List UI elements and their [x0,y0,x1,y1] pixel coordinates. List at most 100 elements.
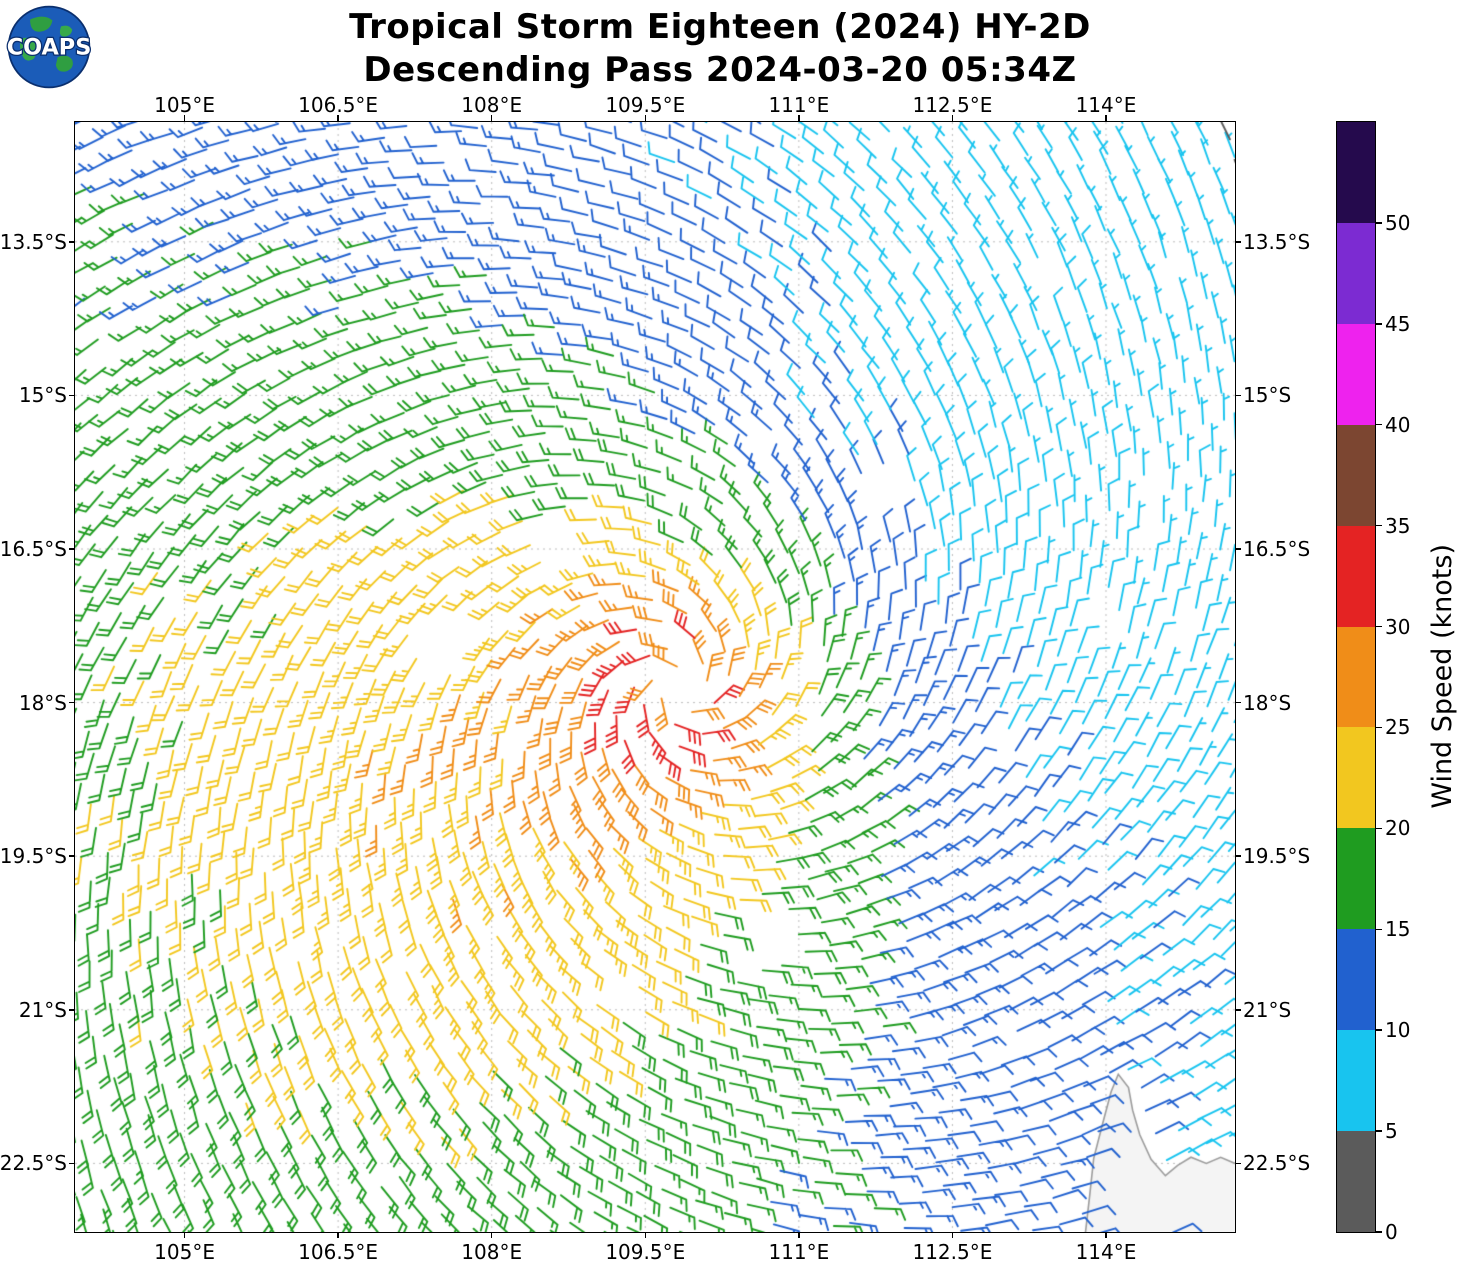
colorbar-axis-label: Wind Speed (knots) [1420,121,1464,1231]
x-tick-mark-top [337,115,339,121]
colorbar-bands [1337,122,1375,1232]
y-tick-mark-left [69,548,75,550]
x-tick-label-top: 106.5°E [298,93,379,117]
x-tick-mark-bottom [1105,1232,1107,1238]
x-tick-label-bottom: 114°E [1075,1240,1137,1264]
colorbar-band-50-55 [1337,122,1375,223]
y-tick-mark-left [69,394,75,397]
colorbar-tick-label: 30 [1385,614,1411,639]
x-tick-mark-bottom [951,1232,954,1238]
colorbar-tick-label: 45 [1385,311,1411,336]
y-tick-mark-right [1235,701,1241,704]
y-tick-label-left: 21°S [18,997,67,1022]
y-tick-mark-left [69,1162,75,1165]
y-tick-label-right: 21°S [1243,997,1292,1022]
y-tick-mark-right [1235,1162,1241,1165]
x-tick-mark-bottom [644,1232,647,1238]
x-tick-mark-bottom [490,1232,493,1238]
colorbar-tick-label: 50 [1385,210,1411,235]
y-tick-label-right: 19.5°S [1243,844,1311,869]
x-tick-label-top: 108°E [461,93,523,117]
colorbar-band-15-20 [1337,828,1375,930]
y-tick-mark-left [69,855,75,857]
y-tick-mark-right [1235,394,1241,397]
colorbar-band-20-25 [1337,727,1375,829]
y-tick-label-right: 22.5°S [1243,1151,1311,1176]
x-tick-label-top: 111°E [768,93,830,117]
x-tick-label-top: 109.5°E [605,93,686,117]
y-tick-label-right: 13.5°S [1243,229,1311,254]
x-tick-mark-bottom [337,1232,339,1238]
y-tick-mark-left [69,1009,75,1011]
y-tick-mark-right [1235,1009,1241,1011]
y-tick-label-left: 22.5°S [0,1151,67,1176]
x-tick-mark-top [798,115,800,121]
colorbar-band-40-45 [1337,323,1375,425]
x-tick-mark-top [1105,115,1107,121]
colorbar-band-5-10 [1337,1030,1375,1132]
colorbar-tick-mark [1375,423,1382,426]
x-tick-mark-bottom [798,1232,800,1238]
colorbar-tick-mark [1375,928,1382,931]
wind-barb-map-canvas [75,122,1235,1232]
colorbar-tick-mark [1375,827,1382,830]
x-tick-mark-top [951,115,954,121]
x-tick-mark-bottom [183,1232,186,1238]
y-tick-label-right: 15°S [1243,383,1292,408]
y-tick-label-right: 18°S [1243,690,1292,715]
y-tick-label-left: 15°S [18,383,67,408]
x-tick-label-bottom: 109.5°E [605,1240,686,1264]
colorbar-tick-label: 20 [1385,816,1411,841]
chart-subtitle: Descending Pass 2024-03-20 05:34Z [363,50,1077,90]
colorbar-tick-mark [1375,625,1382,628]
title-block: Tropical Storm Eighteen (2024) HY-2D Des… [0,6,1440,92]
colorbar-tick-label: 25 [1385,715,1411,740]
y-tick-label-left: 19.5°S [0,844,67,869]
colorbar [1336,121,1376,1233]
colorbar-tick-mark [1375,323,1382,325]
coaps-globe-icon: COAPS [5,5,93,89]
coaps-logo: COAPS [5,4,93,90]
colorbar-tick-mark [1375,1130,1382,1132]
colorbar-tick-label: 40 [1385,412,1411,437]
colorbar-band-30-35 [1337,525,1375,627]
map-frame [74,121,1236,1233]
y-tick-mark-right [1235,241,1241,243]
chart-title: Tropical Storm Eighteen (2024) HY-2D [349,7,1091,47]
colorbar-band-0-5 [1337,1131,1375,1232]
x-tick-label-bottom: 112.5°E [912,1240,993,1264]
colorbar-band-10-15 [1337,929,1375,1031]
y-tick-label-right: 16.5°S [1243,537,1311,561]
y-tick-mark-right [1235,855,1241,857]
y-tick-mark-left [69,701,75,704]
colorbar-tick-label: 0 [1385,1220,1398,1244]
y-tick-mark-left [69,241,75,243]
x-tick-label-bottom: 111°E [768,1240,830,1264]
x-tick-mark-top [183,115,186,121]
colorbar-tick-mark [1375,524,1382,527]
colorbar-tick-mark [1375,1231,1382,1233]
x-tick-mark-top [490,115,493,121]
colorbar-band-35-40 [1337,424,1375,526]
colorbar-tick-mark [1375,1029,1382,1031]
y-tick-label-left: 18°S [18,690,67,715]
y-tick-label-left: 13.5°S [0,229,67,254]
coaps-logo-text: COAPS [7,35,92,61]
x-tick-mark-top [644,115,647,121]
colorbar-tick-mark [1375,726,1382,729]
x-tick-label-bottom: 106.5°E [298,1240,379,1264]
x-tick-label-top: 114°E [1075,93,1137,117]
colorbar-tick-mark [1375,222,1382,224]
colorbar-band-25-30 [1337,626,1375,728]
colorbar-tick-label: 10 [1385,1018,1411,1043]
colorbar-tick-label: 5 [1385,1119,1398,1144]
x-tick-label-bottom: 108°E [461,1240,523,1264]
colorbar-band-45-50 [1337,222,1375,324]
y-tick-mark-right [1235,548,1241,550]
colorbar-tick-label: 35 [1385,513,1411,538]
colorbar-axis-label-text: Wind Speed (knots) [1426,543,1458,809]
x-tick-label-bottom: 105°E [154,1240,215,1264]
y-tick-label-left: 16.5°S [0,537,67,561]
x-tick-label-top: 112.5°E [912,93,993,117]
